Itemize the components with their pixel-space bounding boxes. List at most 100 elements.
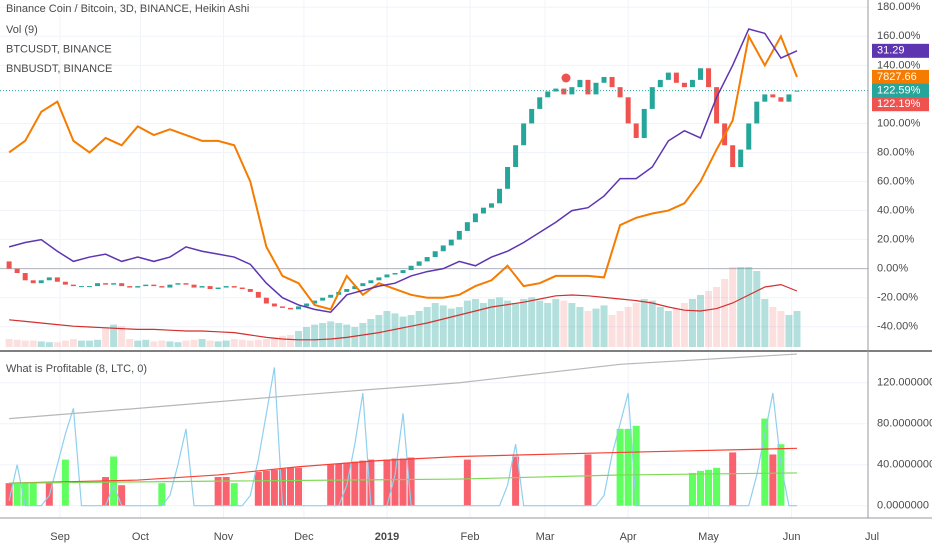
- candle: [408, 265, 414, 271]
- x-tick-label: Oct: [132, 531, 149, 543]
- candle: [730, 145, 736, 168]
- candle: [119, 283, 125, 287]
- candle: [505, 167, 511, 189]
- histogram-bar: [230, 483, 238, 506]
- volume-bar: [672, 308, 680, 347]
- candle: [159, 286, 165, 288]
- candle: [263, 297, 269, 304]
- volume-bar: [769, 307, 777, 347]
- candle: [46, 277, 52, 281]
- candle: [183, 283, 189, 285]
- candle: [103, 283, 109, 285]
- candle: [681, 82, 687, 88]
- histogram-bar: [13, 483, 21, 506]
- candle: [641, 108, 647, 138]
- volume-bar: [415, 311, 423, 347]
- volume-bar: [222, 340, 230, 347]
- volume-bar: [608, 315, 616, 347]
- volume-bar: [640, 299, 648, 347]
- candle: [738, 149, 744, 168]
- candle: [223, 286, 229, 288]
- volume-bar: [190, 339, 198, 347]
- histogram-bar: [327, 464, 335, 506]
- volume-bar: [270, 337, 278, 347]
- candle: [786, 94, 792, 102]
- candle: [392, 273, 398, 275]
- volume-bar: [5, 339, 13, 347]
- volume-bar: [246, 340, 254, 347]
- volume-bar: [254, 339, 262, 347]
- candle: [416, 261, 422, 266]
- volume-bar: [520, 299, 528, 347]
- volume-bar: [536, 300, 544, 347]
- legend-entry: Vol (9): [6, 24, 38, 36]
- candle: [352, 286, 358, 290]
- candle: [384, 274, 390, 278]
- volume-ma: [9, 283, 798, 341]
- histogram-bar: [729, 452, 737, 506]
- candle: [400, 270, 406, 274]
- histogram-bar: [463, 459, 471, 506]
- histogram-bar: [21, 483, 29, 506]
- candle: [521, 123, 527, 146]
- candle: [70, 284, 76, 287]
- candle: [215, 287, 221, 290]
- x-tick-label: Mar: [536, 531, 555, 543]
- y-tick-label: 120.0000000: [877, 377, 932, 389]
- histogram-bar: [713, 467, 721, 506]
- candle: [609, 76, 615, 88]
- volume-bar: [560, 300, 568, 347]
- candle: [432, 251, 438, 258]
- candle: [569, 87, 575, 95]
- volume-bar: [102, 327, 110, 347]
- histogram-bar: [351, 461, 359, 506]
- candle: [545, 91, 551, 98]
- y-tick-label: 160.00%: [877, 30, 921, 42]
- histogram-bar: [584, 454, 592, 506]
- volume-bar: [214, 341, 222, 347]
- volume-bar: [785, 315, 793, 347]
- y-tick-label: -20.00%: [877, 292, 918, 304]
- histogram-bar: [5, 483, 13, 506]
- candle: [649, 87, 655, 109]
- volume-bar: [399, 316, 407, 347]
- volume-bar: [761, 299, 769, 347]
- candle: [376, 277, 382, 281]
- candle: [344, 289, 350, 292]
- y-tick-label: 40.0000000: [877, 459, 932, 471]
- volume-bar: [37, 341, 45, 347]
- candle: [577, 79, 583, 88]
- volume-bar: [439, 305, 447, 347]
- candle: [368, 280, 374, 284]
- candle: [706, 68, 712, 88]
- candle: [296, 306, 302, 310]
- x-tick-label: Nov: [214, 531, 234, 543]
- badge-label: 122.59%: [877, 85, 921, 97]
- signal-dot: [561, 73, 571, 83]
- volume-bar: [512, 303, 520, 347]
- volume-bar: [319, 323, 327, 347]
- candle: [38, 280, 44, 284]
- histogram-bar: [688, 472, 696, 506]
- histogram-bar: [359, 460, 367, 506]
- histogram-bar: [278, 468, 286, 506]
- volume-bar: [600, 305, 608, 347]
- badge-label: 31.29: [877, 45, 905, 57]
- candle: [585, 79, 591, 95]
- y-tick-label: 0.0000000: [877, 500, 929, 512]
- volume-bar: [53, 342, 61, 347]
- candle: [633, 123, 639, 138]
- histogram-bar: [399, 458, 407, 506]
- candle: [207, 286, 213, 290]
- badge-bg: [872, 83, 929, 98]
- volume-bar: [463, 300, 471, 347]
- volume-bar: [616, 311, 624, 347]
- candle: [746, 123, 752, 150]
- candle: [199, 286, 205, 288]
- volume-bar: [592, 308, 600, 347]
- pane: [0, 0, 868, 350]
- candle: [657, 79, 663, 88]
- volume-bar: [576, 307, 584, 347]
- volume-bar: [697, 295, 705, 347]
